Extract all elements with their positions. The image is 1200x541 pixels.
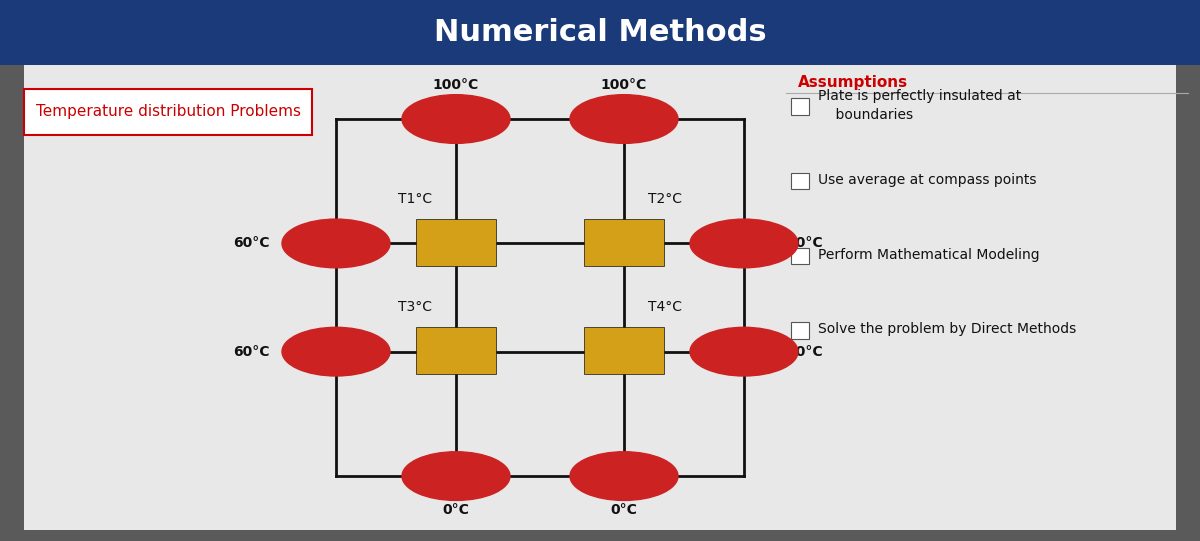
FancyBboxPatch shape <box>416 327 497 374</box>
Circle shape <box>402 95 510 143</box>
Text: Perform Mathematical Modeling: Perform Mathematical Modeling <box>818 248 1040 262</box>
Text: Use average at compass points: Use average at compass points <box>818 173 1037 187</box>
FancyBboxPatch shape <box>416 219 497 266</box>
Text: 100°C: 100°C <box>433 78 479 92</box>
Text: Solve the problem by Direct Methods: Solve the problem by Direct Methods <box>818 322 1076 337</box>
FancyBboxPatch shape <box>584 219 665 266</box>
Text: 40°C: 40°C <box>786 236 823 250</box>
FancyBboxPatch shape <box>791 322 809 339</box>
Text: 40°C: 40°C <box>786 345 823 359</box>
Text: T2°C: T2°C <box>648 192 682 206</box>
FancyBboxPatch shape <box>791 98 809 115</box>
Text: Temperature distribution Problems: Temperature distribution Problems <box>36 104 300 120</box>
Text: Numerical Methods: Numerical Methods <box>433 18 767 47</box>
Text: Plate is perfectly insulated at
    boundaries: Plate is perfectly insulated at boundari… <box>818 89 1021 122</box>
FancyBboxPatch shape <box>584 327 665 374</box>
FancyBboxPatch shape <box>791 173 809 189</box>
Circle shape <box>690 327 798 376</box>
Text: 0°C: 0°C <box>443 503 469 517</box>
Text: T4°C: T4°C <box>648 300 682 314</box>
Text: 60°C: 60°C <box>234 345 270 359</box>
Text: 0°C: 0°C <box>611 503 637 517</box>
Text: 100°C: 100°C <box>601 78 647 92</box>
Text: 60°C: 60°C <box>234 236 270 250</box>
FancyBboxPatch shape <box>24 65 1176 530</box>
Circle shape <box>570 95 678 143</box>
Text: Assumptions: Assumptions <box>798 75 908 90</box>
FancyBboxPatch shape <box>791 248 809 264</box>
Circle shape <box>402 452 510 500</box>
FancyBboxPatch shape <box>24 89 312 135</box>
Circle shape <box>282 219 390 268</box>
Text: T1°C: T1°C <box>398 192 432 206</box>
Circle shape <box>282 327 390 376</box>
Circle shape <box>690 219 798 268</box>
Circle shape <box>570 452 678 500</box>
Text: T3°C: T3°C <box>398 300 432 314</box>
FancyBboxPatch shape <box>0 0 1200 65</box>
